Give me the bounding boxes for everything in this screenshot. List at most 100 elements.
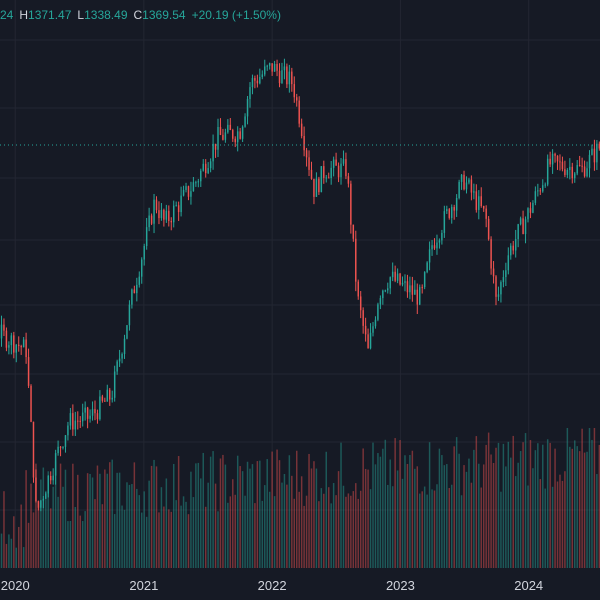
candle-body <box>268 63 271 66</box>
candle-body <box>510 245 512 256</box>
volume-bar <box>549 442 551 568</box>
candle-body <box>478 196 480 210</box>
volume-bar <box>377 453 379 568</box>
volume-bar <box>571 448 574 568</box>
volume-bar <box>551 486 554 568</box>
volume-bar <box>315 468 318 568</box>
volume-bar <box>222 454 224 568</box>
volume-bar <box>308 453 310 568</box>
volume-bar <box>20 504 22 568</box>
candle-body <box>443 211 446 233</box>
candle-body <box>200 170 202 182</box>
candle-body <box>313 178 315 197</box>
volume-bar <box>99 473 101 568</box>
volume-bar <box>251 464 254 568</box>
candle-body <box>295 97 298 101</box>
candle-body <box>490 239 492 269</box>
candle-body <box>303 136 305 151</box>
volume-bar <box>414 468 416 568</box>
candle-body <box>505 270 507 278</box>
volume-bar <box>126 482 128 568</box>
volume-bar <box>197 462 200 568</box>
candle-body <box>327 177 330 179</box>
candle-body <box>236 131 239 143</box>
volume-bar <box>62 486 64 568</box>
candle-body <box>256 80 259 84</box>
candle-body <box>369 332 372 349</box>
volume-bar <box>10 538 13 568</box>
candle-body <box>391 271 394 278</box>
x-tick-label: 2023 <box>386 578 415 593</box>
candle-body <box>99 396 101 420</box>
candle-body <box>116 361 118 372</box>
candle-body <box>197 181 200 183</box>
candle-body <box>293 84 296 98</box>
candle-body <box>20 345 22 348</box>
candle-body <box>514 239 517 251</box>
candle-body <box>143 246 145 260</box>
volume-bar <box>527 485 529 568</box>
candle-body <box>47 475 49 494</box>
volume-bar <box>468 458 470 568</box>
volume-bar <box>138 495 141 568</box>
candle-body <box>94 409 96 414</box>
candle-body <box>423 272 426 288</box>
candle-body <box>389 277 391 289</box>
volume-bars <box>0 428 600 568</box>
volume-bar <box>350 495 352 568</box>
candle-body <box>273 63 276 72</box>
volume-bar <box>40 479 42 568</box>
volume-bar <box>224 464 227 568</box>
candle-body <box>522 218 524 235</box>
candle-body <box>27 357 30 386</box>
candle-body <box>25 339 27 358</box>
volume-bar <box>300 476 303 568</box>
candle-body <box>89 415 91 419</box>
candle-body <box>170 220 173 223</box>
candle-body <box>527 208 529 220</box>
candle-body <box>352 224 355 239</box>
volume-bar <box>77 474 79 568</box>
volume-bar <box>64 469 67 568</box>
candle-body <box>291 71 293 85</box>
volume-bar <box>335 495 337 568</box>
candle-body <box>374 319 377 327</box>
volume-bar <box>47 471 49 568</box>
candle-body <box>394 271 396 281</box>
candle-body <box>581 165 583 167</box>
candle-body <box>382 290 384 299</box>
candle-body <box>104 400 106 402</box>
volume-bar <box>352 491 355 568</box>
volume-bar <box>537 443 539 568</box>
candle-body <box>320 166 323 193</box>
volume-bar <box>327 487 330 568</box>
volume-bar <box>3 491 5 568</box>
candle-body <box>214 143 217 150</box>
candle-body <box>524 219 527 235</box>
candle-body <box>192 182 195 192</box>
volume-bar <box>0 533 3 568</box>
volume-bar <box>596 474 598 568</box>
volume-bar <box>264 485 266 568</box>
candle-body <box>195 182 197 184</box>
volume-bar <box>45 490 47 568</box>
volume-bar <box>564 471 566 568</box>
grid-lines <box>0 0 600 568</box>
candle-body <box>219 126 222 135</box>
volume-bar <box>268 491 271 568</box>
volume-bar <box>54 461 57 568</box>
volume-bar <box>303 505 305 568</box>
legend-high: H 1371.47 <box>19 8 72 22</box>
time-axis: 2020 2021 2022 2023 2024 <box>1 578 543 593</box>
candle-body <box>123 338 126 355</box>
volume-bar <box>332 483 335 568</box>
volume-bar <box>382 448 384 568</box>
volume-bar <box>104 469 106 568</box>
candle-body <box>126 325 128 339</box>
volume-bar <box>505 466 507 568</box>
candle-body <box>450 207 453 218</box>
volume-bar <box>234 494 236 568</box>
candle-body <box>79 420 81 422</box>
candle-body <box>62 446 64 448</box>
